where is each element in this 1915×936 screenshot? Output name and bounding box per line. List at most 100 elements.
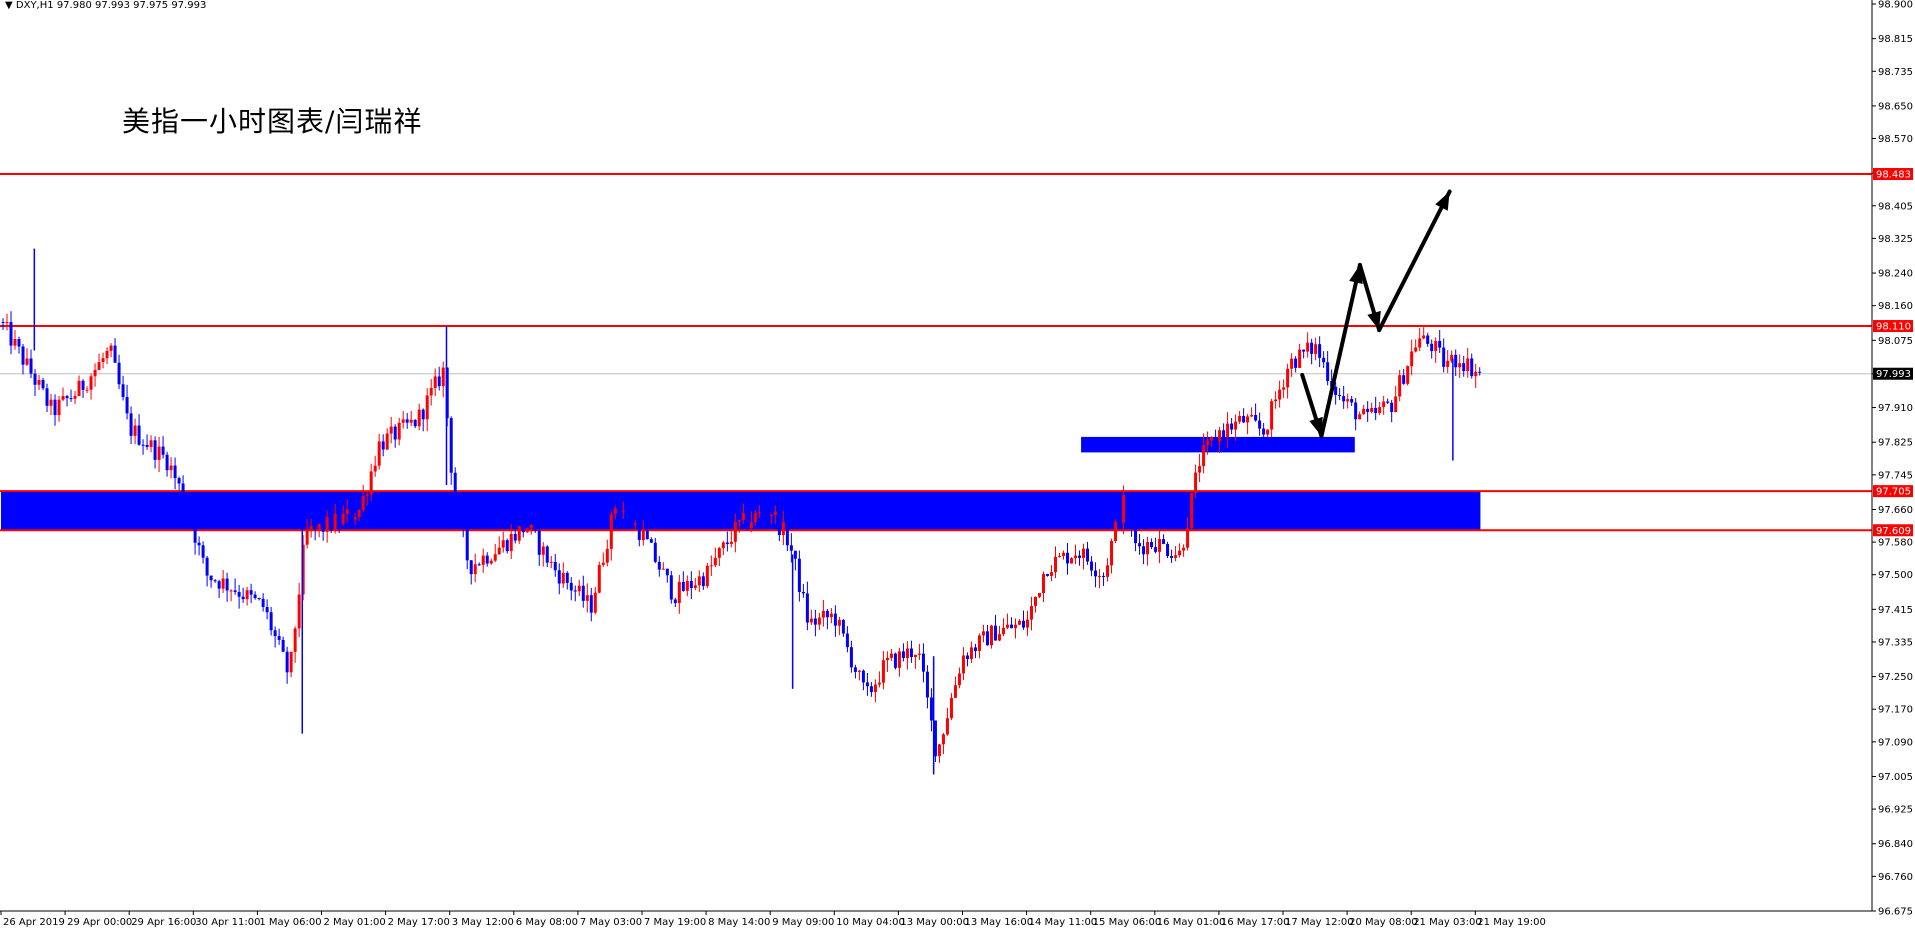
candle-body <box>421 409 425 420</box>
candle-body <box>877 682 881 685</box>
y-tick-label: 98.900 <box>1878 0 1913 11</box>
candle-body <box>545 546 549 563</box>
candle-body <box>429 387 433 396</box>
x-tick-label: 3 May 12:00 <box>452 917 514 928</box>
candle-body <box>813 618 817 625</box>
candle-body <box>137 425 141 445</box>
candle-body <box>581 585 585 601</box>
candle-body <box>1086 548 1090 562</box>
candle-body <box>913 654 917 657</box>
candle-body <box>1062 552 1066 556</box>
candle-body <box>345 509 349 514</box>
candle-body <box>1134 526 1138 544</box>
candle-body <box>1274 399 1278 402</box>
candle-body <box>329 516 333 531</box>
candle-body <box>1190 492 1194 529</box>
candle-body <box>897 651 901 668</box>
candle-body <box>461 508 465 528</box>
candle-body <box>1066 552 1070 564</box>
candle-body <box>393 426 397 440</box>
candle-body <box>925 671 929 698</box>
candle-body <box>693 585 697 589</box>
x-tick-label: 14 May 11:00 <box>1029 917 1098 928</box>
candle-body <box>533 524 537 531</box>
candle-body <box>1294 358 1298 368</box>
candle-body <box>29 358 33 374</box>
candle-body <box>849 647 853 668</box>
candle-body <box>845 633 849 648</box>
candle-body <box>1041 574 1045 594</box>
candle-body <box>369 471 373 495</box>
y-tick-label: 97.745 <box>1878 470 1913 481</box>
x-tick-label: 30 Apr 11:00 <box>195 917 260 928</box>
candle-body <box>485 555 489 564</box>
candle-body <box>53 399 57 416</box>
candle-body <box>497 547 501 555</box>
y-tick-label: 96.925 <box>1878 805 1913 816</box>
candle-body <box>57 399 61 416</box>
candle-body <box>377 441 381 466</box>
candle-body <box>1246 416 1250 423</box>
candle-body <box>645 530 649 540</box>
candle-body <box>861 670 865 683</box>
candle-body <box>493 554 497 561</box>
x-tick-label: 7 May 19:00 <box>644 917 706 928</box>
candle-body <box>153 440 157 460</box>
candle-body <box>349 509 353 520</box>
candle-body <box>1306 342 1310 352</box>
candle-body <box>933 720 937 757</box>
candle-body <box>1154 547 1158 552</box>
y-tick-label: 96.760 <box>1878 872 1913 883</box>
candle-body <box>1450 354 1454 361</box>
candle-body <box>45 388 49 406</box>
candle-body <box>705 565 709 587</box>
candle-body <box>1342 396 1346 402</box>
dropdown-triangle-icon[interactable]: ▼ <box>5 0 13 11</box>
candle-body <box>1178 550 1182 556</box>
candle-body <box>525 528 529 533</box>
candle-body <box>1037 593 1041 597</box>
candle-body <box>593 592 597 613</box>
candle-body <box>965 655 969 660</box>
projection-arrow-head <box>1435 191 1450 211</box>
candle-body <box>665 568 669 576</box>
candle-body <box>1182 547 1186 551</box>
candle-body <box>1021 620 1025 628</box>
candle-body <box>469 560 473 575</box>
candle-body <box>921 653 925 672</box>
candle-body <box>761 512 765 515</box>
candle-body <box>101 358 105 363</box>
candle-body <box>637 523 641 541</box>
y-tick-label: 97.415 <box>1878 605 1913 616</box>
candle-body <box>1070 558 1074 564</box>
candle-body <box>1218 430 1222 442</box>
candle-body <box>681 582 685 591</box>
candle-body <box>989 625 993 646</box>
candle-body <box>969 647 973 660</box>
candle-body <box>1222 430 1226 438</box>
candle-body <box>457 498 461 509</box>
candle-body <box>537 530 541 555</box>
candle-body <box>449 418 453 473</box>
price-level-label: 97.609 <box>1876 526 1911 537</box>
candle-body <box>1005 624 1009 628</box>
candle-body <box>641 530 645 541</box>
candle-body <box>1238 415 1242 422</box>
candle-body <box>577 585 581 592</box>
candle-body <box>257 598 261 600</box>
y-tick-label: 97.500 <box>1878 570 1913 581</box>
candle-body <box>1242 415 1246 423</box>
candle-body <box>189 509 193 524</box>
candle-body <box>937 744 941 757</box>
y-tick-label: 98.815 <box>1878 34 1913 45</box>
candle-body <box>65 396 69 399</box>
candle-body <box>81 380 85 390</box>
candle-body <box>885 657 889 661</box>
candle-body <box>425 395 429 420</box>
candle-body <box>273 630 277 637</box>
candle-body <box>1378 407 1382 413</box>
candle-body <box>177 478 181 484</box>
candle-body <box>777 511 781 536</box>
candle-body <box>697 576 701 586</box>
